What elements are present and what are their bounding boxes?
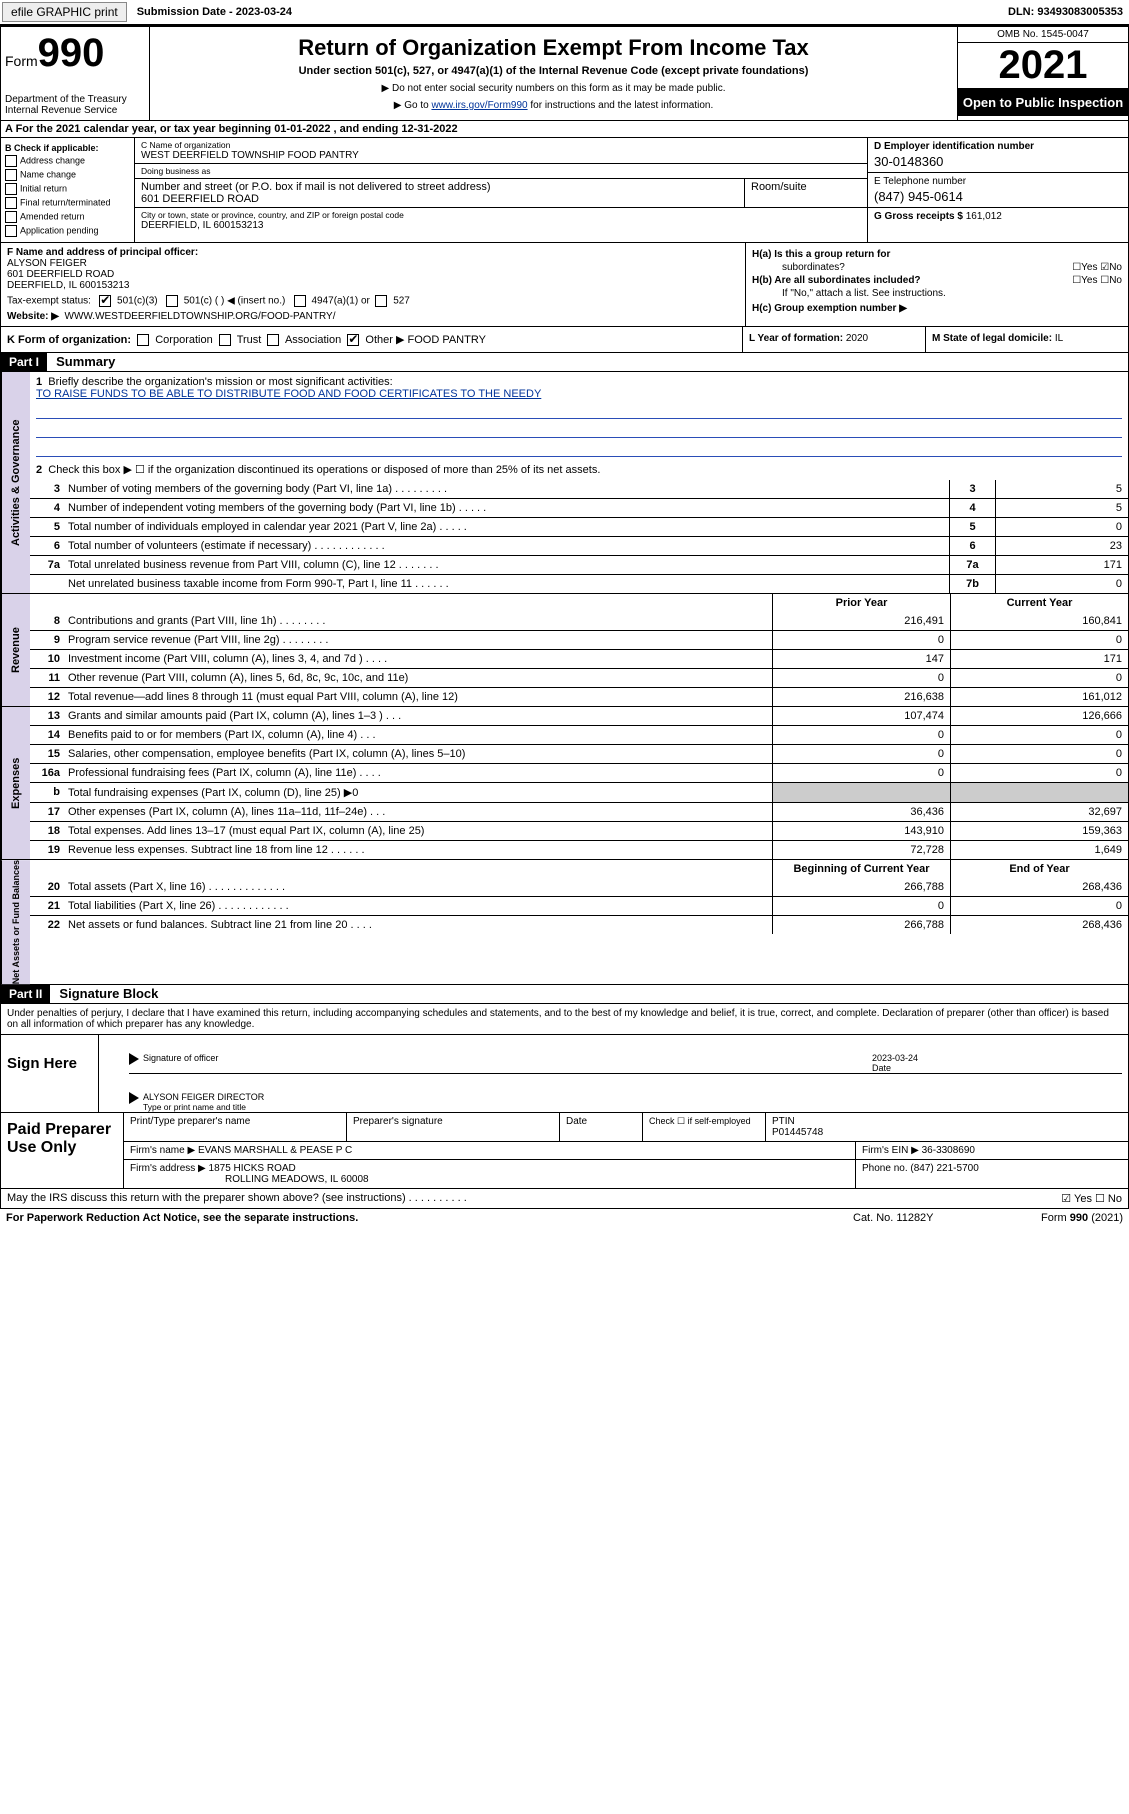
table-row: 17Other expenses (Part IX, column (A), l…	[30, 802, 1128, 821]
firm-addr2: ROLLING MEADOWS, IL 60008	[130, 1174, 369, 1185]
state-domicile: IL	[1055, 333, 1063, 344]
dba-label: Doing business as	[141, 166, 861, 176]
sig-date: 2023-03-24	[872, 1053, 918, 1063]
part1-title: Summary	[56, 354, 115, 369]
officer-name-title: ALYSON FEIGER DIRECTOR	[143, 1092, 264, 1102]
table-row: 18Total expenses. Add lines 13–17 (must …	[30, 821, 1128, 840]
street-label: Number and street (or P.O. box if mail i…	[141, 181, 738, 193]
sig-officer-label: Signature of officer	[143, 1053, 872, 1073]
city-value: DEERFIELD, IL 600153213	[141, 220, 861, 231]
phone-value: (847) 945-0614	[874, 189, 1122, 204]
table-row: 9Program service revenue (Part VIII, lin…	[30, 630, 1128, 649]
table-row: 22Net assets or fund balances. Subtract …	[30, 915, 1128, 934]
part2-header: Part II	[1, 985, 50, 1003]
table-row: 4Number of independent voting members of…	[30, 498, 1128, 517]
arrow-icon	[129, 1053, 139, 1065]
declaration-text: Under penalties of perjury, I declare th…	[1, 1004, 1128, 1034]
table-row: 6Total number of volunteers (estimate if…	[30, 536, 1128, 555]
preparer-date-label: Date	[560, 1113, 643, 1141]
table-row: 20Total assets (Part X, line 16) . . . .…	[30, 878, 1128, 896]
table-row: 13Grants and similar amounts paid (Part …	[30, 707, 1128, 725]
attach-note: If "No," attach a list. See instructions…	[752, 288, 1122, 299]
table-row: 5Total number of individuals employed in…	[30, 517, 1128, 536]
ptin-value: P01445748	[772, 1127, 823, 1138]
table-row: 7aTotal unrelated business revenue from …	[30, 555, 1128, 574]
website-label: Website: ▶	[7, 311, 59, 322]
year-box: OMB No. 1545-0047 2021 Open to Public In…	[958, 27, 1128, 120]
part1-header: Part I	[1, 353, 47, 371]
preparer-name-label: Print/Type preparer's name	[124, 1113, 347, 1141]
org-name: WEST DEERFIELD TOWNSHIP FOOD PANTRY	[141, 150, 861, 161]
check-applicable: B Check if applicable: Address change Na…	[1, 138, 135, 242]
col-end: End of Year	[950, 860, 1128, 878]
firm-ein: 36-3308690	[922, 1145, 975, 1156]
street-value: 601 DEERFIELD ROAD	[141, 193, 738, 205]
org-name-label: C Name of organization	[141, 140, 861, 150]
subordinates-yn: ☐Yes ☐No	[1072, 275, 1122, 286]
form-org-row: K Form of organization: Corporation Trus…	[1, 327, 742, 352]
col-beginning: Beginning of Current Year	[772, 860, 950, 878]
ein-label: D Employer identification number	[874, 141, 1122, 152]
officer-addr1: 601 DEERFIELD ROAD	[7, 269, 739, 280]
table-row: 21Total liabilities (Part X, line 26) . …	[30, 896, 1128, 915]
table-row: 8Contributions and grants (Part VIII, li…	[30, 612, 1128, 630]
firm-name: EVANS MARSHALL & PEASE P C	[198, 1145, 352, 1156]
may-irs-text: May the IRS discuss this return with the…	[7, 1192, 1061, 1205]
phone-label: E Telephone number	[874, 176, 1122, 187]
form-id-box: Form990 Department of the Treasury Inter…	[1, 27, 150, 120]
sign-here-label: Sign Here	[1, 1035, 99, 1112]
table-row: 11Other revenue (Part VIII, column (A), …	[30, 668, 1128, 687]
table-row: 12Total revenue—add lines 8 through 11 (…	[30, 687, 1128, 706]
officer-label: F Name and address of principal officer:	[7, 247, 198, 258]
table-row: 3Number of voting members of the governi…	[30, 480, 1128, 498]
part2-title: Signature Block	[59, 986, 158, 1001]
side-governance: Activities & Governance	[1, 372, 30, 593]
self-employed-check: Check ☐ if self-employed	[643, 1113, 766, 1141]
group-return-yn: ☐Yes ☑No	[1072, 262, 1122, 273]
pra-notice: For Paperwork Reduction Act Notice, see …	[6, 1212, 853, 1224]
table-row: 15Salaries, other compensation, employee…	[30, 744, 1128, 763]
year-formation: 2020	[846, 333, 868, 344]
group-exemption: H(c) Group exemption number ▶	[752, 303, 907, 314]
cat-no: Cat. No. 11282Y	[853, 1212, 993, 1224]
tax-year-row: A For the 2021 calendar year, or tax yea…	[0, 121, 1129, 138]
dln: DLN: 93493083005353	[1002, 4, 1129, 20]
room-label: Room/suite	[751, 181, 861, 193]
website-value: WWW.WESTDEERFIELDTOWNSHIP.ORG/FOOD-PANTR…	[65, 311, 336, 322]
table-row: 14Benefits paid to or for members (Part …	[30, 725, 1128, 744]
ein-value: 30-0148360	[874, 154, 1122, 169]
irs-link[interactable]: www.irs.gov/Form990	[431, 100, 527, 111]
table-row: 10Investment income (Part VIII, column (…	[30, 649, 1128, 668]
officer-name: ALYSON FEIGER	[7, 258, 739, 269]
officer-addr2: DEERFIELD, IL 600153213	[7, 280, 739, 291]
table-row: 19Revenue less expenses. Subtract line 1…	[30, 840, 1128, 859]
arrow-icon	[129, 1092, 139, 1104]
gross-value: 161,012	[966, 211, 1002, 222]
table-row: 16aProfessional fundraising fees (Part I…	[30, 763, 1128, 782]
firm-phone: (847) 221-5700	[910, 1163, 978, 1174]
col-prior-year: Prior Year	[772, 594, 950, 612]
table-row: Net unrelated business taxable income fr…	[30, 574, 1128, 593]
col-current-year: Current Year	[950, 594, 1128, 612]
table-row: bTotal fundraising expenses (Part IX, co…	[30, 782, 1128, 802]
tax-status-label: Tax-exempt status:	[7, 296, 91, 307]
efile-btn[interactable]: efile GRAPHIC print	[2, 2, 127, 22]
city-label: City or town, state or province, country…	[141, 210, 861, 220]
side-expenses: Expenses	[1, 707, 30, 859]
may-irs-yn: ☑ Yes ☐ No	[1061, 1192, 1122, 1205]
firm-addr1: 1875 HICKS ROAD	[209, 1163, 296, 1174]
gross-label: G Gross receipts $	[874, 211, 966, 222]
mission-label: Briefly describe the organization's miss…	[48, 376, 392, 388]
paid-preparer-label: Paid Preparer Use Only	[1, 1113, 124, 1188]
form-footer: Form 990 (2021)	[993, 1212, 1123, 1224]
side-revenue: Revenue	[1, 594, 30, 706]
side-net-assets: Net Assets or Fund Balances	[1, 860, 30, 984]
preparer-sig-label: Preparer's signature	[347, 1113, 560, 1141]
mission-text: TO RAISE FUNDS TO BE ABLE TO DISTRIBUTE …	[36, 388, 541, 400]
submission-date: Submission Date - 2023-03-24	[133, 6, 296, 18]
form-title-box: Return of Organization Exempt From Incom…	[150, 27, 958, 120]
line2-text: Check this box ▶ ☐ if the organization d…	[48, 464, 600, 476]
